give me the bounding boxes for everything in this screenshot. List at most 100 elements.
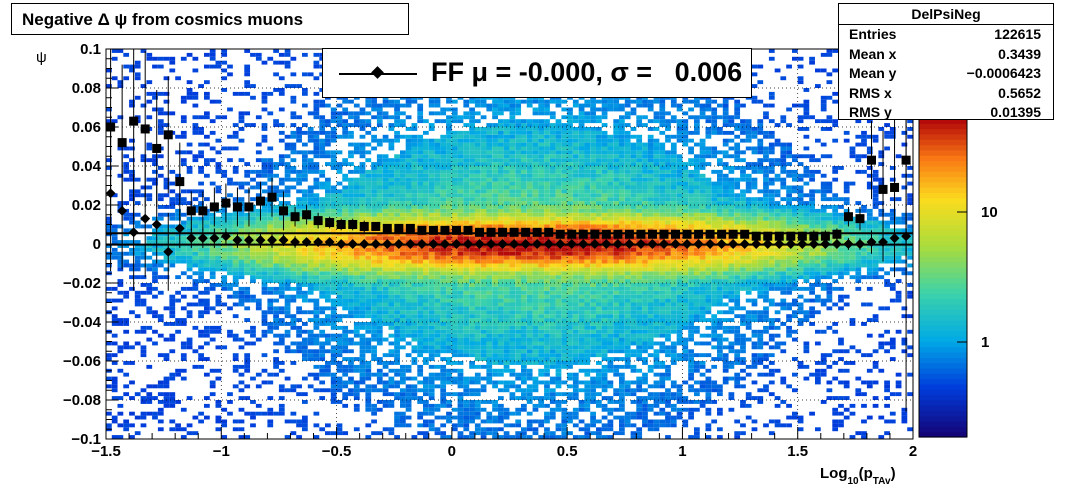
heatmap-cell [273, 208, 279, 213]
heatmap-cell [163, 275, 170, 280]
heatmap-cell [106, 216, 112, 221]
heatmap-cell [521, 294, 527, 299]
heatmap-cell [526, 247, 533, 252]
heatmap-cell [250, 267, 256, 272]
heatmap-cell [209, 263, 216, 268]
heatmap-cell [498, 267, 504, 272]
heatmap-cell [515, 298, 522, 303]
heatmap-cell [463, 353, 470, 358]
heatmap-cell [152, 310, 158, 315]
heatmap-cell [157, 130, 164, 135]
heatmap-cell [457, 154, 464, 159]
heatmap-cell [215, 403, 222, 408]
heatmap-cell [255, 220, 262, 225]
heatmap-cell [267, 302, 274, 307]
heatmap-cell [140, 345, 147, 350]
heatmap-cell [342, 158, 349, 163]
heatmap-cell [492, 154, 498, 159]
heatmap-cell [284, 166, 291, 170]
heatmap-cell [319, 333, 326, 338]
heatmap-cell [359, 255, 366, 260]
heatmap-cell [503, 431, 510, 436]
heatmap-cell [382, 275, 389, 280]
heatmap-cell [394, 134, 400, 139]
heatmap-cell [544, 298, 550, 303]
heatmap-cell [428, 123, 435, 127]
heatmap-cell [302, 244, 308, 248]
heatmap-cell [232, 244, 239, 248]
heatmap-cell [498, 99, 504, 104]
heatmap-cell [157, 216, 164, 221]
heatmap-cell [400, 251, 406, 256]
heatmap-cell [319, 368, 326, 373]
heatmap-cell [273, 314, 279, 319]
heatmap-cell [376, 103, 383, 108]
heatmap-cell [313, 302, 320, 307]
heatmap-cell [544, 271, 550, 276]
heatmap-cell [567, 290, 573, 295]
heatmap-cell [307, 111, 314, 116]
heatmap-cell [474, 290, 481, 295]
heatmap-cell [405, 189, 412, 194]
heatmap-cell [376, 107, 383, 112]
heatmap-cell [376, 267, 383, 272]
heatmap-cell [365, 216, 372, 221]
heatmap-cell [313, 353, 320, 358]
heatmap-cell [503, 177, 510, 182]
heatmap-cell [417, 318, 424, 322]
heatmap-cell [544, 255, 550, 260]
heatmap-cell [117, 263, 124, 268]
heatmap-cell [273, 286, 279, 291]
heatmap-cell [515, 99, 522, 104]
heatmap-cell [474, 372, 481, 377]
heatmap-cell [463, 427, 470, 432]
heatmap-cell [313, 197, 320, 202]
heatmap-cell [284, 279, 291, 283]
heatmap-cell [532, 306, 539, 311]
heatmap-cell [290, 244, 297, 248]
heatmap-cell [342, 162, 349, 166]
heatmap-cell [307, 290, 314, 295]
heatmap-cell [521, 286, 527, 291]
heatmap-cell [302, 205, 308, 209]
heatmap-cell [428, 349, 435, 354]
heatmap-cell [544, 150, 550, 155]
heatmap-cell [474, 341, 481, 346]
heatmap-cell [498, 247, 504, 252]
heatmap-cell [469, 138, 475, 143]
heatmap-cell [111, 76, 118, 81]
heatmap-cell [480, 158, 487, 163]
heatmap-cell [123, 146, 130, 151]
heatmap-cell [313, 306, 320, 311]
heatmap-cell [330, 255, 337, 260]
heatmap-cell [209, 329, 216, 334]
heatmap-cell [451, 302, 458, 307]
heatmap-cell [515, 103, 522, 108]
heatmap-cell [319, 357, 326, 361]
heatmap-cell [492, 419, 498, 424]
heatmap-cell [267, 271, 274, 276]
heatmap-cell [238, 251, 245, 256]
heatmap-cell [215, 169, 222, 174]
heatmap-cell [411, 388, 418, 393]
heatmap-cell [284, 154, 291, 159]
heatmap-cell [244, 306, 251, 311]
heatmap-cell [509, 216, 516, 221]
heatmap-cell [192, 224, 199, 229]
heatmap-cell [555, 255, 562, 260]
heatmap-cell [446, 240, 452, 244]
heatmap-cell [359, 107, 366, 112]
heatmap-cell [371, 329, 377, 334]
heatmap-cell [451, 325, 458, 330]
heatmap-cell [209, 251, 216, 256]
heatmap-cell [463, 407, 470, 412]
heatmap-cell [296, 255, 302, 260]
heatmap-cell [163, 177, 170, 182]
heatmap-cell [388, 142, 395, 147]
heatmap-cell [238, 380, 245, 385]
heatmap-cell [532, 353, 539, 358]
heatmap-cell [567, 279, 573, 283]
heatmap-cell [394, 415, 400, 420]
heatmap-cell [227, 72, 233, 77]
heatmap-cell [555, 150, 562, 155]
